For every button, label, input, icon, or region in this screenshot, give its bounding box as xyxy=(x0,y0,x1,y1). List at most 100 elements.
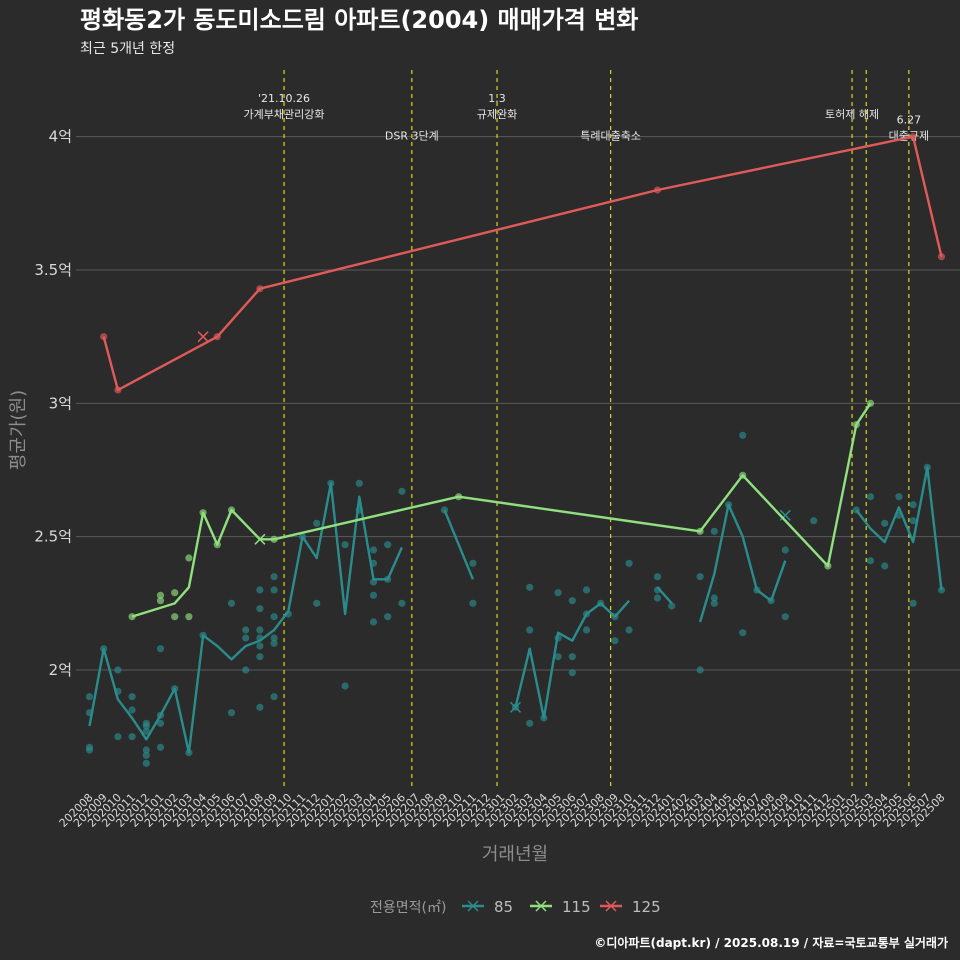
data-point xyxy=(582,586,591,594)
legend-label: 115 xyxy=(562,898,591,916)
data-point xyxy=(909,517,917,525)
data-point xyxy=(142,751,150,759)
data-point xyxy=(526,626,534,634)
data-point xyxy=(341,541,349,549)
data-point xyxy=(313,519,321,527)
series-line xyxy=(855,466,943,591)
data-point xyxy=(469,599,477,607)
data-point xyxy=(568,653,576,661)
legend-title: 전용면적(㎡) xyxy=(370,900,446,916)
series-125 xyxy=(100,133,946,394)
data-point xyxy=(114,666,122,674)
y-gridlines xyxy=(76,136,960,671)
data-point xyxy=(156,597,165,605)
series-line xyxy=(131,402,872,618)
data-point xyxy=(142,722,150,730)
data-point xyxy=(171,613,179,621)
data-point xyxy=(668,602,676,610)
event-label: DSR 3단계 xyxy=(385,129,439,142)
data-point xyxy=(611,637,619,645)
data-point xyxy=(156,645,165,653)
data-point xyxy=(128,733,136,741)
chart-subtitle: 최근 5개년 한정 xyxy=(80,41,175,57)
data-point xyxy=(227,599,236,607)
data-point xyxy=(171,589,179,597)
data-point xyxy=(881,562,889,570)
data-point xyxy=(710,527,718,535)
data-point xyxy=(114,733,122,741)
data-point xyxy=(256,703,264,711)
y-tick-label: 2.5억 xyxy=(34,528,72,546)
legend-label: 85 xyxy=(494,898,513,916)
data-point xyxy=(270,586,278,594)
series-115 xyxy=(128,399,875,621)
data-point xyxy=(696,573,704,581)
data-point xyxy=(384,541,392,549)
y-tick-label: 3.5억 xyxy=(34,261,72,279)
legend: 전용면적(㎡) 85 115 125 xyxy=(370,898,661,916)
legend-key-marker xyxy=(467,900,479,912)
data-point xyxy=(653,594,662,602)
event-label: 규제완화 xyxy=(477,108,517,121)
data-point xyxy=(341,682,349,690)
data-point xyxy=(369,591,378,599)
legend-key-marker xyxy=(605,900,617,912)
data-point xyxy=(696,666,704,674)
data-point xyxy=(909,501,917,509)
data-point xyxy=(866,557,875,565)
y-tick-label: 2억 xyxy=(49,661,72,679)
data-point xyxy=(128,693,136,701)
data-point xyxy=(256,653,264,661)
data-point xyxy=(866,493,875,501)
data-point xyxy=(242,666,250,674)
series-line xyxy=(698,503,787,623)
series-line xyxy=(514,599,630,720)
data-point xyxy=(128,706,136,714)
data-point xyxy=(270,573,278,581)
data-point xyxy=(270,693,278,701)
data-point xyxy=(227,709,236,717)
data-point xyxy=(256,586,264,594)
data-point xyxy=(895,493,903,501)
data-point xyxy=(270,613,278,621)
data-point xyxy=(568,669,576,677)
data-point xyxy=(142,727,150,735)
data-point xyxy=(142,746,150,754)
data-point xyxy=(653,573,662,581)
x-marker xyxy=(197,331,209,343)
data-point xyxy=(85,693,94,701)
data-point xyxy=(710,599,718,607)
data-point xyxy=(810,517,818,525)
series-layer xyxy=(85,133,946,767)
y-tick-label: 3억 xyxy=(49,394,72,412)
data-point xyxy=(242,634,250,642)
x-axis-title: 거래년월 xyxy=(482,844,548,865)
y-axis-title: 평균가(원) xyxy=(8,390,29,470)
series-line xyxy=(656,586,673,605)
data-point xyxy=(582,626,591,634)
data-point xyxy=(369,618,378,626)
x-tick-labels: 2020082020092020102020112020122021012021… xyxy=(57,791,948,830)
series-85 xyxy=(85,431,946,767)
series-line xyxy=(102,135,943,392)
data-point xyxy=(554,589,562,597)
data-point xyxy=(156,743,165,751)
data-point xyxy=(313,599,321,607)
event-label: 1.3 xyxy=(488,92,506,105)
data-point xyxy=(554,653,562,661)
data-point xyxy=(256,642,264,650)
data-point xyxy=(384,613,392,621)
event-label: 특례대출축소 xyxy=(580,129,641,142)
data-point xyxy=(256,626,264,634)
data-point xyxy=(710,594,718,602)
data-point xyxy=(781,546,789,554)
data-point xyxy=(85,746,94,754)
data-point xyxy=(185,554,193,562)
data-point xyxy=(156,591,165,599)
data-point xyxy=(398,487,406,495)
data-point xyxy=(881,519,889,527)
event-label: 토허제 해제 xyxy=(825,107,879,121)
data-point xyxy=(369,546,378,554)
data-point xyxy=(909,599,917,607)
